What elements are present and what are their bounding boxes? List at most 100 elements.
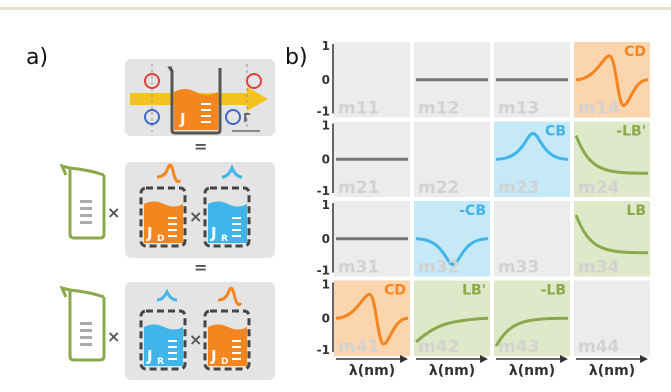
cb-signal-icon-2 <box>156 288 178 302</box>
x-axis-arrowhead-icon <box>400 355 408 363</box>
matrix-cell-m12: m12 <box>414 42 490 119</box>
green-beaker-icon <box>59 163 106 240</box>
green-beaker-icon-2 <box>59 285 106 362</box>
x-axis-arrowhead-icon <box>480 355 488 363</box>
jd-label: J <box>146 224 153 242</box>
matrix-cell-m24: m24 -LB' <box>574 121 650 198</box>
gamma-label: Γ <box>243 111 251 125</box>
y-tick-label: 1 <box>322 278 330 292</box>
mueller-matrix-grid: m11 m12 m13 m14 CD m21 m22 m23 CB m24 -LB' m31 m32 -C… <box>317 39 650 379</box>
x-axis-label: λ(nm) <box>589 363 635 379</box>
times-sign-3: × <box>107 327 120 346</box>
cell-name-label: m22 <box>418 178 459 198</box>
j-label: J <box>179 110 186 128</box>
cell-name-label: m13 <box>498 99 539 119</box>
cell-tag-label: LB <box>626 203 646 219</box>
panel-b-label: b) <box>285 45 308 70</box>
times-sign-1: × <box>107 203 120 222</box>
y-tick-label: 0 <box>322 232 330 246</box>
y-tick-label: 0 <box>322 311 330 325</box>
cell-curve <box>495 131 569 161</box>
cell-tag-label: LB' <box>462 283 486 299</box>
matrix-cell-m42: m42 LB' <box>414 280 490 357</box>
x-axis-label: λ(nm) <box>349 363 395 379</box>
cell-tag-label: -CB <box>459 203 486 219</box>
cell-name-label: m44 <box>578 337 620 357</box>
rotation-left-blue-icon <box>144 109 160 125</box>
cell-background <box>334 42 410 118</box>
matrix-cell-m43: m43 -LB <box>494 280 570 357</box>
cell-curve <box>574 214 649 255</box>
cell-name-label: m34 <box>578 258 620 278</box>
rotation-left-red-icon <box>144 73 160 89</box>
graduation-marks-icon <box>201 103 211 123</box>
cell-background <box>334 280 410 356</box>
jd-label-2: J <box>210 347 217 365</box>
cell-curve <box>415 237 489 267</box>
cell-name-label: m43 <box>498 337 539 357</box>
decomposition-row-1: × J D × J R <box>59 162 275 258</box>
top-divider <box>0 7 671 10</box>
matrix-cell-m22: m22 <box>414 121 490 198</box>
beaker-jr-icon: J R <box>203 186 251 248</box>
jr-label-2: J <box>146 347 153 365</box>
cell-background <box>574 121 650 197</box>
cell-name-label: m41 <box>338 337 379 357</box>
y-tick-label: -1 <box>317 105 330 119</box>
matrix-cell-m23: m23 CB <box>494 121 570 198</box>
cell-background <box>414 121 490 197</box>
cell-curve <box>335 293 409 346</box>
matrix-cell-m31: m31 <box>334 201 410 278</box>
y-tick-label: -1 <box>317 264 330 278</box>
y-tick-label: -1 <box>317 343 330 357</box>
beaker-jd-icon: J D <box>139 186 187 248</box>
decomposition-row-2: × J R × J D <box>59 282 275 380</box>
beaker-jr-icon-2: J R <box>139 309 187 371</box>
beaker-outline <box>167 66 222 135</box>
matrix-cell-m32: m32 -CB <box>414 201 490 278</box>
cell-background <box>574 280 650 356</box>
y-tick-label: 0 <box>322 73 330 87</box>
y-tick-label: 1 <box>322 198 330 212</box>
matrix-cell-m41: m41 CD <box>334 280 410 357</box>
rotation-right-blue-icon <box>225 109 241 125</box>
x-axis-arrowhead-icon <box>560 355 568 363</box>
cell-name-label: m32 <box>418 258 459 278</box>
matrix-cell-m21: m21 <box>334 121 410 198</box>
cell-tag-label: -LB' <box>616 124 646 140</box>
y-tick-label: 1 <box>322 39 330 53</box>
times-sign-4: × <box>189 330 202 349</box>
jr-sub-label-2: R <box>157 357 164 367</box>
jd-sub-label-2: D <box>221 357 228 367</box>
cd-signal-icon <box>156 163 182 184</box>
panel-a-label: a) <box>26 45 48 70</box>
x-axis-arrowhead-icon <box>640 355 648 363</box>
matrix-cell-m44: m44 <box>574 280 650 357</box>
matrix-cell-m33: m33 <box>494 201 570 278</box>
sample-beaker-diagram: J Γ <box>125 59 275 136</box>
beaker-liquid <box>174 89 218 130</box>
cell-tag-label: CD <box>384 283 406 299</box>
cell-background <box>574 42 650 118</box>
cell-tag-label: CD <box>624 44 646 60</box>
cell-name-label: m12 <box>418 99 459 119</box>
y-tick-label: -1 <box>317 184 330 198</box>
times-sign-2: × <box>189 207 202 226</box>
cell-curve <box>575 54 649 108</box>
y-tick-label: 1 <box>322 119 330 133</box>
cell-name-label: m42 <box>418 337 459 357</box>
cell-curve <box>574 134 649 175</box>
y-tick-label: 0 <box>322 152 330 166</box>
cell-name-label: m33 <box>498 258 539 278</box>
equals-sign-2: = <box>194 258 207 277</box>
cell-tag-label: CB <box>545 124 566 140</box>
jd-sub-label: D <box>157 234 164 244</box>
matrix-cell-m13: m13 <box>494 42 570 119</box>
cell-name-label: m31 <box>338 258 379 278</box>
cell-background <box>574 201 650 277</box>
cell-name-label: m23 <box>498 178 539 198</box>
cell-background <box>494 201 570 277</box>
cell-tag-label: -LB <box>541 283 566 299</box>
rotation-right-red-icon <box>246 73 262 89</box>
